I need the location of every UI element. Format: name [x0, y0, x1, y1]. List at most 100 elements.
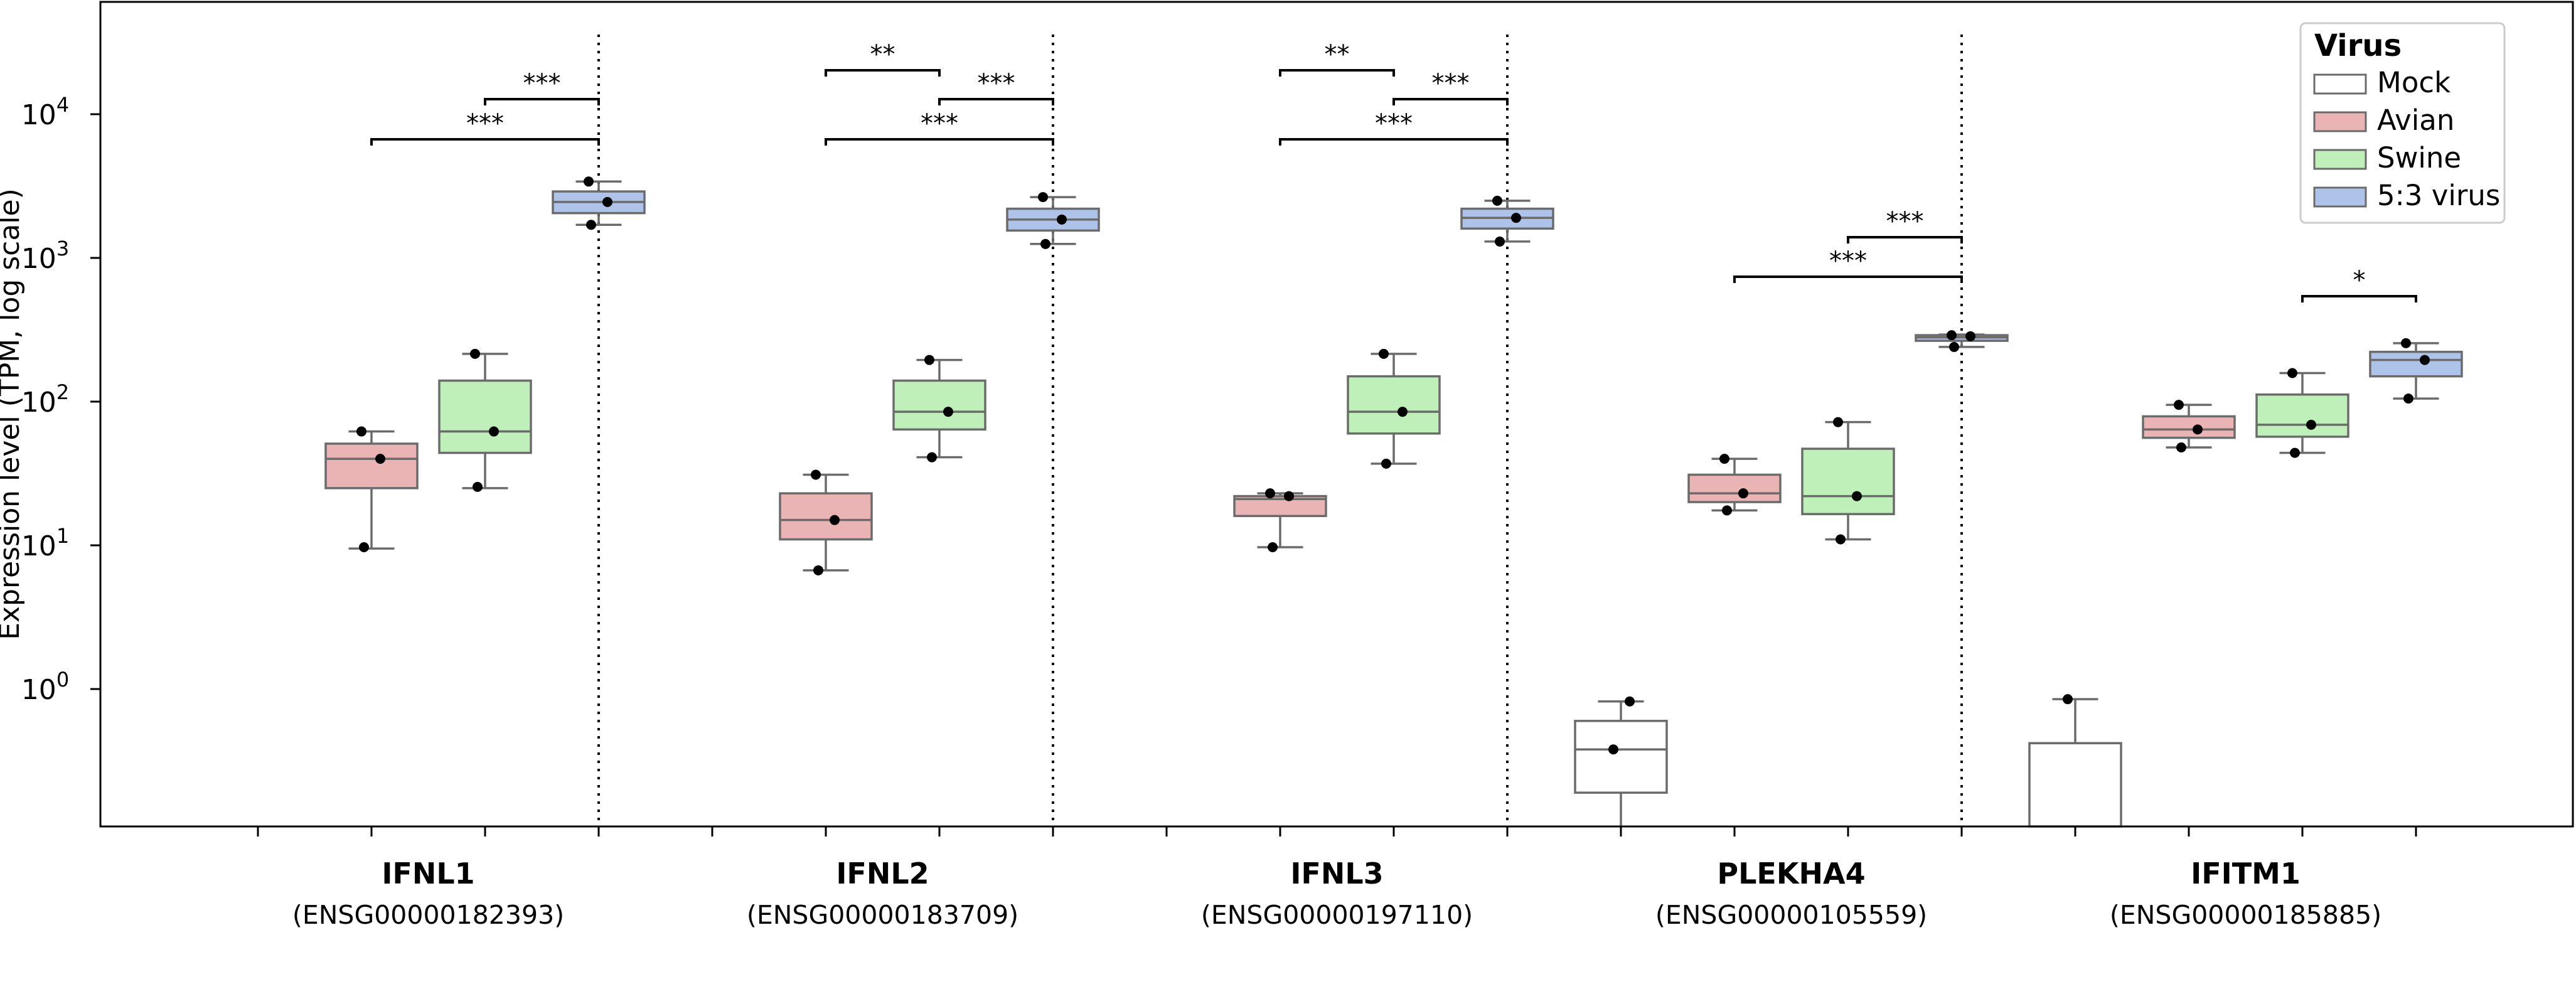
bracket-line — [1279, 69, 1395, 77]
ensembl-id-label: (ENSG00000185885) — [2110, 900, 2381, 930]
legend-entry: Swine — [2313, 141, 2461, 174]
box-avian — [779, 469, 873, 575]
data-point — [1833, 417, 1843, 427]
significance-label: * — [2353, 266, 2366, 295]
box-iqr — [779, 492, 873, 541]
box-swine — [2255, 368, 2349, 458]
box-iqr — [892, 379, 986, 431]
y-axis-label: Expression level (TPM, log scale) — [0, 188, 26, 640]
data-point — [359, 542, 369, 553]
data-point — [2176, 442, 2186, 452]
data-point — [924, 355, 934, 365]
significance-label: ** — [870, 40, 895, 69]
data-point — [1738, 488, 1748, 499]
legend-swatch — [2313, 73, 2367, 95]
box-iqr — [1347, 375, 1441, 435]
data-point — [813, 565, 823, 575]
significance-bracket: * — [2301, 266, 2417, 302]
box-5-3-virus — [1006, 192, 1100, 249]
significance-bracket: *** — [938, 69, 1054, 105]
box-iqr — [2028, 742, 2122, 828]
data-point — [1511, 213, 1521, 223]
significance-bracket: *** — [370, 109, 600, 146]
data-point — [2193, 424, 2203, 435]
box-5-3-virus — [552, 176, 646, 230]
data-point — [1495, 236, 1505, 247]
axes-layer: 100 101 102 103 104 IFNL1 (ENSG00000182393) IFN… — [21, 93, 2417, 930]
legend-label: Mock — [2377, 66, 2450, 99]
gene-label: IFNL1 — [382, 857, 474, 890]
ensembl-id-label: (ENSG00000105559) — [1655, 900, 1927, 930]
data-point — [1265, 488, 1275, 499]
data-point — [1949, 341, 1959, 352]
data-point — [927, 452, 937, 462]
box-avian — [324, 426, 419, 553]
data-point — [2401, 338, 2411, 348]
box-5-3-virus — [1915, 330, 2009, 352]
box-avian — [1233, 488, 1327, 553]
data-point — [943, 407, 953, 417]
data-point — [2290, 447, 2300, 458]
y-tick-label: 103 — [21, 237, 69, 275]
data-point — [586, 220, 596, 230]
data-point — [470, 348, 480, 359]
legend-label: 5:3 virus — [2377, 179, 2500, 212]
legend-label: Swine — [2377, 141, 2461, 174]
significance-label: *** — [1886, 207, 1924, 236]
bracket-line — [1279, 138, 1509, 146]
bracket-line — [370, 138, 600, 146]
bracket-line — [484, 98, 600, 105]
box-mock — [1574, 696, 1668, 826]
box-avian — [2142, 400, 2236, 452]
box-iqr — [1687, 473, 1782, 503]
data-point — [811, 469, 821, 480]
data-point — [1379, 348, 1389, 359]
data-point — [1381, 458, 1391, 469]
significance-label: *** — [466, 109, 504, 138]
data-point — [1947, 330, 1957, 341]
legend-label: Avian — [2377, 104, 2454, 137]
significance-bracket: ** — [825, 40, 941, 77]
box-swine — [1801, 417, 1895, 545]
legend-box — [2299, 22, 2506, 224]
boxes-layer — [324, 176, 2463, 828]
data-point — [1625, 696, 1635, 707]
data-point — [1398, 407, 1408, 417]
ensembl-id-label: (ENSG00000182393) — [292, 900, 564, 930]
legend-swatch — [2313, 149, 2367, 170]
significance-label: *** — [1829, 247, 1867, 275]
bracket-line — [825, 69, 941, 77]
bracket-line — [2301, 295, 2417, 302]
box-avian — [1687, 454, 1782, 516]
group-separators — [597, 35, 1963, 826]
box-swine — [438, 348, 532, 492]
y-tick-label: 101 — [21, 524, 69, 562]
significance-bracket: *** — [825, 109, 1054, 146]
box-iqr — [324, 442, 419, 489]
bracket-line — [1733, 275, 1963, 283]
data-point — [2403, 393, 2413, 404]
legend-entry: 5:3 virus — [2313, 179, 2500, 212]
box-iqr — [2369, 350, 2463, 378]
data-point — [489, 426, 499, 437]
data-point — [1040, 238, 1050, 249]
box-iqr — [2255, 393, 2349, 438]
data-point — [584, 176, 594, 187]
significance-bracket: *** — [1279, 109, 1509, 146]
bracket-line — [825, 138, 1054, 146]
data-point — [1608, 744, 1618, 755]
y-tick-label: 104 — [21, 93, 69, 131]
data-point — [1836, 534, 1846, 545]
data-point — [1038, 192, 1048, 203]
legend-swatch — [2313, 111, 2367, 132]
data-point — [1284, 491, 1294, 501]
gene-label: IFITM1 — [2191, 857, 2301, 890]
significance-layer: ***************************** — [370, 40, 2417, 302]
significance-bracket: *** — [1733, 247, 1963, 283]
y-tick-label: 100 — [21, 668, 69, 706]
box-mock — [2028, 694, 2122, 828]
data-point — [1722, 505, 1732, 516]
box-iqr — [1574, 720, 1668, 794]
